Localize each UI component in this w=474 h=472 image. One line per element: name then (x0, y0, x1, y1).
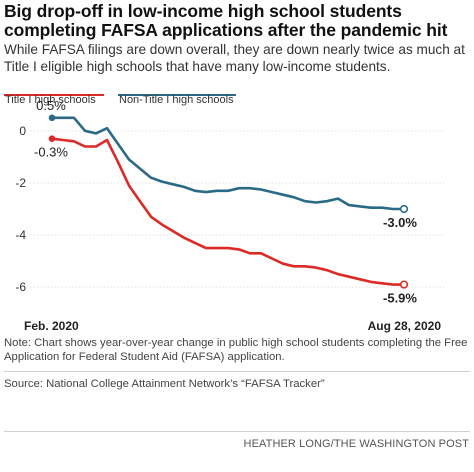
y-tick-label: -4 (15, 228, 26, 242)
series-end-point-non-title-i (399, 204, 409, 214)
divider (4, 431, 470, 432)
legend-non-title-i-swatch (118, 94, 236, 96)
series-line-title-i (50, 137, 406, 286)
data-label-end-non-title-i: -3.0% (383, 215, 417, 230)
legend-non-title-i-label: Non-Title I high schools (119, 94, 234, 106)
line-chart: 0 -2 -4 -6 Feb. 2020 Aug 28, 2020 -0.3% -5.9% 0.… (15, 100, 444, 333)
divider (4, 371, 470, 372)
note-text: Note: Chart shows year-over-year change … (4, 337, 468, 363)
chart-credit: HEATHER LONG/THE WASHINGTON POST (243, 438, 469, 450)
series-line-non-title-i (50, 116, 406, 211)
legend-title-i-swatch (4, 94, 104, 96)
data-label-start-title-i: -0.3% (34, 145, 68, 160)
chart-source: Source: National College Attainment Netw… (4, 378, 325, 390)
series-start-point-non-title-i (48, 114, 56, 122)
data-label-start-non-title-i: 0.5% (36, 100, 66, 113)
legend-title-i-label: Title I high schools (5, 94, 96, 106)
chart-note: Note: Chart shows year-over-year change … (4, 336, 470, 364)
x-tick-label-end: Aug 28, 2020 (368, 319, 442, 333)
series-start-point-title-i (48, 135, 56, 142)
y-tick-label: 0 (19, 124, 26, 138)
chart-subtitle: While FAFSA filings are down overall, th… (4, 42, 465, 74)
y-tick-label: -6 (15, 280, 26, 294)
data-label-end-title-i: -5.9% (383, 291, 417, 306)
series-end-point-title-i (399, 280, 409, 289)
chart-title: Big drop-off in low-income high school s… (4, 1, 448, 40)
x-tick-label-start: Feb. 2020 (24, 319, 79, 333)
y-tick-label: -2 (15, 176, 26, 190)
